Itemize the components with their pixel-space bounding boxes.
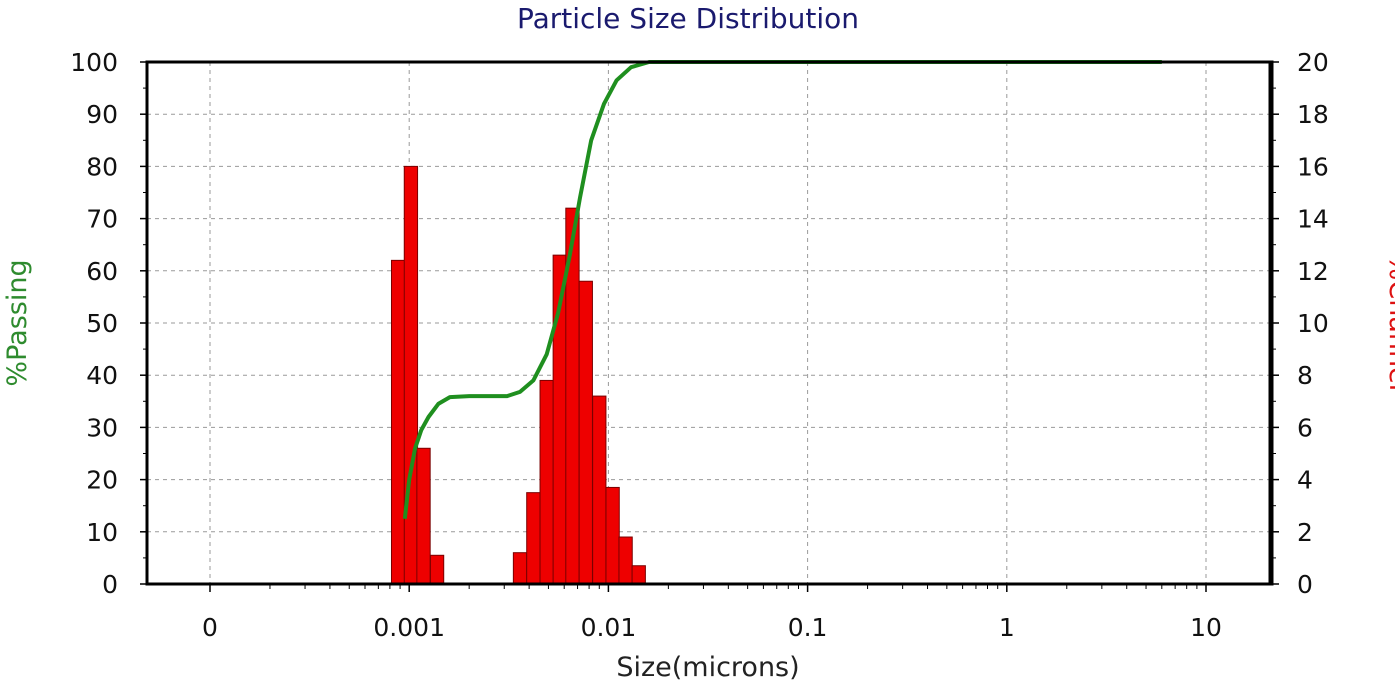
left-tick-label: 0: [102, 570, 118, 599]
x-axis-ticks: 0 0.001 0.01 0.1 1 10: [202, 584, 1222, 642]
channel-bar: [512, 552, 528, 585]
right-tick-label: 10: [1297, 309, 1329, 338]
channel-bar: [429, 554, 445, 585]
channel-bar: [631, 565, 646, 585]
left-axis-title: %Passing: [2, 259, 33, 386]
x-tick-label: 0.001: [373, 613, 445, 642]
right-tick-label: 0: [1297, 570, 1313, 599]
left-axis-ticks: 0 10 20 30 40 50 60 70 80 90 100: [70, 48, 147, 599]
passing-line: [402, 60, 1162, 520]
right-tick-label: 18: [1297, 100, 1329, 129]
channel-bar: [618, 536, 633, 585]
passing-line-path: [402, 60, 1162, 520]
left-tick-label: 20: [86, 466, 118, 495]
x-tick-label: 10: [1190, 613, 1222, 642]
x-tick-label: 0.1: [788, 613, 828, 642]
left-tick-label: 50: [86, 309, 118, 338]
channel-bar: [605, 486, 620, 585]
left-tick-label: 80: [86, 152, 118, 181]
channel-bar: [578, 280, 593, 585]
left-tick-label: 70: [86, 205, 118, 234]
right-tick-label: 4: [1297, 466, 1313, 495]
channel-bar: [390, 259, 406, 585]
left-tick-label: 10: [86, 518, 118, 547]
grid: [147, 62, 1272, 584]
right-axis-title: %Channel: [1383, 255, 1395, 392]
right-tick-label: 16: [1297, 152, 1329, 181]
right-tick-label: 6: [1297, 413, 1313, 442]
channel-bar: [403, 165, 419, 585]
right-tick-label: 12: [1297, 257, 1329, 286]
left-tick-label: 30: [86, 413, 118, 442]
channel-bar: [592, 395, 607, 585]
right-tick-label: 2: [1297, 518, 1313, 547]
right-axis-ticks: 0 2 4 6 8 10 12 14 16 18 20: [1272, 48, 1329, 599]
channel-bar: [539, 379, 554, 585]
left-tick-label: 100: [70, 48, 118, 77]
left-tick-label: 40: [86, 361, 118, 390]
right-tick-label: 8: [1297, 361, 1313, 390]
channel-bar: [416, 447, 431, 585]
channel-bar: [526, 492, 541, 585]
right-tick-label: 20: [1297, 48, 1329, 77]
left-tick-label: 60: [86, 257, 118, 286]
left-tick-label: 90: [86, 100, 118, 129]
x-tick-label: 0: [202, 613, 218, 642]
x-tick-label: 0.01: [581, 613, 637, 642]
chart-title: Particle Size Distribution: [517, 2, 859, 35]
x-tick-label: 1: [999, 613, 1015, 642]
x-axis-title: Size(microns): [616, 652, 799, 683]
right-tick-label: 14: [1297, 205, 1329, 234]
